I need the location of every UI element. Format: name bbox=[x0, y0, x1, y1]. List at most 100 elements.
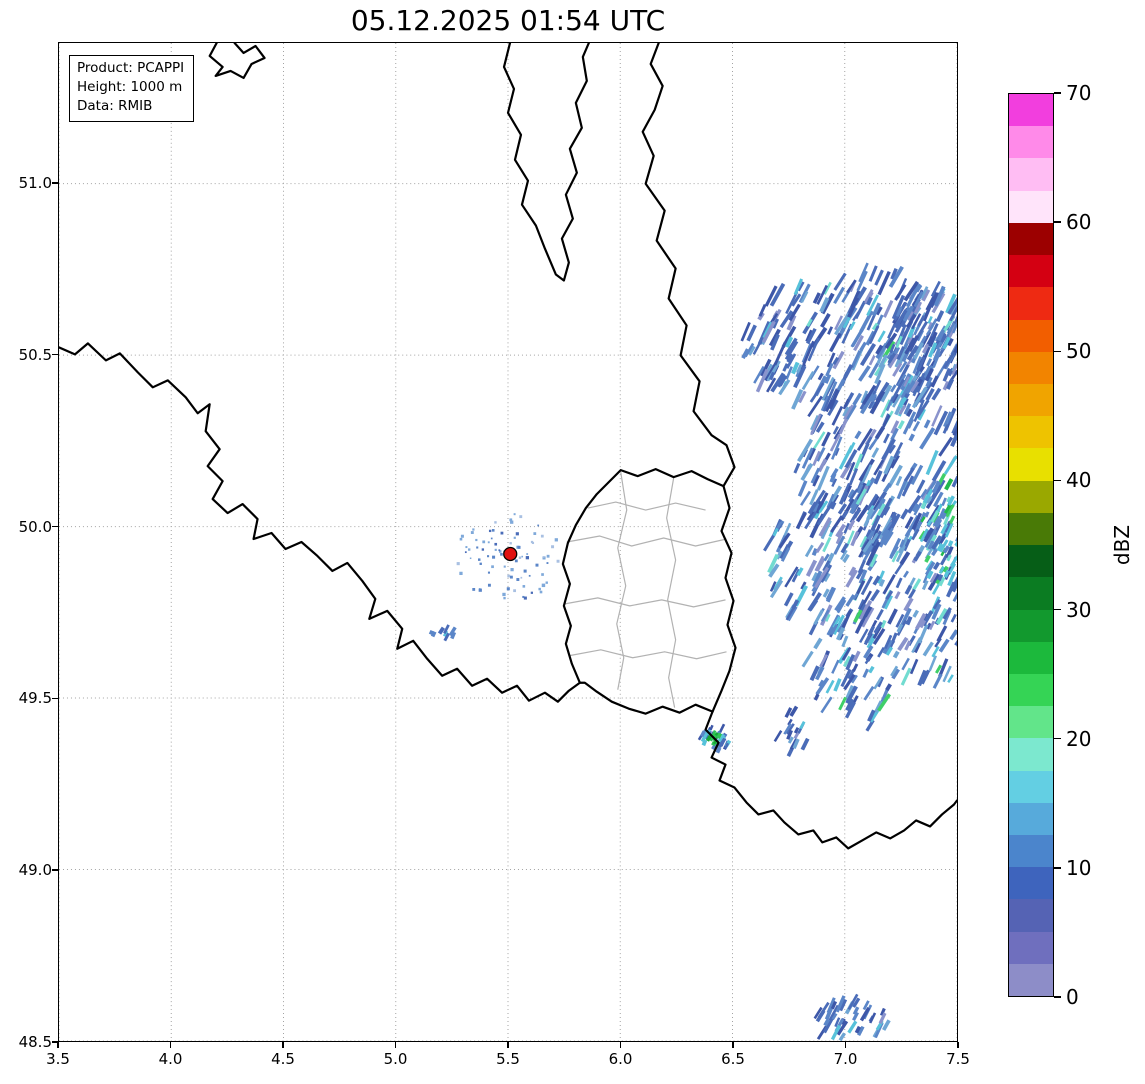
colorbar-tick-label: 30 bbox=[1066, 597, 1092, 622]
radar-site-marker bbox=[503, 546, 518, 562]
country-borders bbox=[59, 43, 957, 850]
colorbar-band bbox=[1009, 899, 1053, 932]
colorbar-tick-mark bbox=[1054, 996, 1061, 998]
radar-echo-region-bright-patch-east bbox=[918, 473, 957, 587]
x-tick-label: 7.5 bbox=[946, 1050, 970, 1068]
colorbar-band bbox=[1009, 963, 1053, 997]
x-tick-label: 4.0 bbox=[158, 1050, 183, 1068]
colorbar-band bbox=[1009, 512, 1053, 546]
colorbar-band bbox=[1009, 480, 1053, 513]
colorbar-band bbox=[1009, 351, 1053, 384]
colorbar-band bbox=[1009, 641, 1053, 674]
colorbar-tick-label: 50 bbox=[1066, 339, 1092, 364]
x-tick-label: 6.0 bbox=[608, 1050, 633, 1068]
radar-echo-region-ne-band-top bbox=[740, 262, 957, 418]
colorbar bbox=[1008, 93, 1054, 997]
product-info-box: Product: PCAPPI Height: 1000 m Data: RMI… bbox=[69, 55, 195, 123]
colorbar-band bbox=[1009, 867, 1053, 900]
x-tick-mark bbox=[169, 1042, 172, 1048]
colorbar-band bbox=[1009, 738, 1053, 771]
colorbar-band bbox=[1009, 673, 1053, 707]
colorbar-tick-label: 60 bbox=[1066, 210, 1092, 235]
colorbar-band bbox=[1009, 255, 1053, 288]
region-borders bbox=[564, 472, 727, 708]
x-tick-mark bbox=[619, 1042, 622, 1048]
colorbar-band bbox=[1009, 706, 1053, 739]
radar-echo-region-cell-southwest-core bbox=[705, 730, 723, 747]
x-tick-mark bbox=[507, 1042, 509, 1048]
info-line-data: Data: RMIB bbox=[77, 98, 153, 115]
colorbar-band bbox=[1009, 287, 1053, 320]
colorbar-band bbox=[1009, 190, 1053, 223]
x-tick-label: 3.5 bbox=[46, 1050, 70, 1068]
colorbar-tick-label: 0 bbox=[1066, 985, 1079, 1009]
colorbar-band bbox=[1009, 609, 1053, 642]
colorbar-band bbox=[1009, 931, 1053, 964]
colorbar-band bbox=[1009, 383, 1053, 417]
colorbar-band bbox=[1009, 448, 1053, 481]
radar-echo-region-ne-band-tail bbox=[773, 705, 810, 757]
y-tick-label: 50.5 bbox=[18, 345, 52, 364]
radar-echo-region-ne-band-mid bbox=[793, 378, 957, 562]
colorbar-tick-mark bbox=[1054, 608, 1061, 611]
y-tick-label: 48.5 bbox=[18, 1033, 52, 1051]
radar-echo-field bbox=[428, 262, 957, 1041]
x-tick-mark bbox=[957, 1042, 959, 1048]
colorbar-tick-mark bbox=[1054, 92, 1061, 94]
x-tick-mark bbox=[57, 1042, 59, 1048]
radar-echo-region-cell-southwest bbox=[697, 723, 732, 754]
colorbar-band bbox=[1009, 802, 1053, 836]
y-tick-label: 49.5 bbox=[18, 689, 52, 708]
x-tick-label: 5.0 bbox=[383, 1050, 408, 1068]
radar-echo-region-south-echo bbox=[813, 993, 891, 1041]
colorbar-band bbox=[1009, 158, 1053, 191]
radar-echo-region-ne-band-lower bbox=[801, 592, 912, 732]
map-plot: Product: PCAPPI Height: 1000 m Data: RMI… bbox=[58, 42, 958, 1042]
x-tick-mark bbox=[732, 1042, 734, 1048]
y-tick-mark bbox=[52, 697, 58, 700]
radar-echo-region-small-smudge-west bbox=[428, 624, 457, 642]
colorbar-band bbox=[1009, 319, 1053, 352]
radar-echo-region-radar-site-clutter bbox=[456, 513, 560, 600]
colorbar-tick-mark bbox=[1054, 479, 1061, 482]
x-tick-mark bbox=[282, 1042, 284, 1048]
y-tick-label: 50.0 bbox=[18, 517, 52, 536]
y-tick-label: 49.0 bbox=[18, 861, 52, 880]
info-line-product: Product: PCAPPI bbox=[77, 60, 185, 76]
gridlines bbox=[59, 43, 957, 1041]
colorbar-band bbox=[1009, 770, 1053, 803]
colorbar-band bbox=[1009, 126, 1053, 159]
colorbar-tick-mark bbox=[1054, 738, 1061, 740]
colorbar-label: dBZ bbox=[1110, 524, 1134, 566]
x-tick-label: 4.5 bbox=[271, 1050, 295, 1068]
colorbar-tick-label: 40 bbox=[1066, 468, 1092, 493]
colorbar-band bbox=[1009, 545, 1053, 578]
colorbar-tick-mark bbox=[1054, 221, 1061, 223]
radar-echo-region-ne-band-center bbox=[763, 485, 911, 638]
map-canvas bbox=[59, 43, 957, 1041]
colorbar-tick-mark bbox=[1054, 350, 1061, 352]
y-tick-mark bbox=[52, 869, 58, 871]
x-tick-label: 5.5 bbox=[496, 1050, 520, 1068]
y-tick-label: 51.0 bbox=[18, 173, 52, 192]
colorbar-band bbox=[1009, 835, 1053, 868]
radar-echo-region-ne-band-top-right bbox=[884, 280, 957, 401]
colorbar-band bbox=[1009, 416, 1053, 449]
colorbar-band bbox=[1009, 222, 1053, 256]
y-tick-mark bbox=[52, 354, 58, 356]
colorbar-tick-label: 70 bbox=[1066, 81, 1092, 105]
colorbar-tick-label: 10 bbox=[1066, 855, 1092, 880]
x-tick-mark bbox=[844, 1042, 847, 1048]
colorbar-band bbox=[1009, 94, 1053, 127]
info-line-height: Height: 1000 m bbox=[77, 79, 183, 96]
x-tick-label: 7.0 bbox=[833, 1050, 858, 1068]
x-tick-label: 6.5 bbox=[721, 1050, 745, 1068]
y-tick-mark bbox=[52, 525, 58, 528]
colorbar-tick-label: 20 bbox=[1066, 726, 1092, 751]
colorbar-tick-mark bbox=[1054, 867, 1061, 869]
y-tick-mark bbox=[52, 1041, 58, 1043]
colorbar-band bbox=[1009, 577, 1053, 610]
x-tick-mark bbox=[394, 1042, 397, 1048]
y-tick-mark bbox=[52, 182, 58, 184]
